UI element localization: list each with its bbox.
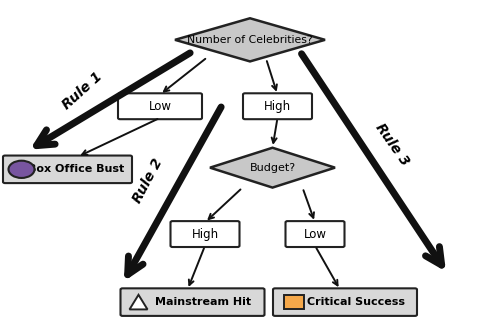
FancyBboxPatch shape <box>118 93 202 119</box>
FancyBboxPatch shape <box>284 295 304 309</box>
Text: Box Office Bust: Box Office Bust <box>28 164 124 174</box>
Text: Rule 3: Rule 3 <box>373 121 412 168</box>
Polygon shape <box>175 18 325 61</box>
FancyBboxPatch shape <box>170 221 239 247</box>
Text: Low: Low <box>304 227 326 241</box>
Text: Critical Success: Critical Success <box>307 297 405 307</box>
Text: High: High <box>264 100 291 113</box>
Text: High: High <box>192 227 218 241</box>
Text: Rule 2: Rule 2 <box>130 156 165 206</box>
Text: Rule 1: Rule 1 <box>60 70 105 113</box>
Text: Mainstream Hit: Mainstream Hit <box>156 297 252 307</box>
Polygon shape <box>210 148 335 188</box>
Text: Number of Celebrities?: Number of Celebrities? <box>187 35 313 45</box>
Polygon shape <box>130 295 148 309</box>
Text: Low: Low <box>148 100 172 113</box>
FancyBboxPatch shape <box>273 288 417 316</box>
FancyBboxPatch shape <box>243 93 312 119</box>
Circle shape <box>8 161 34 178</box>
FancyBboxPatch shape <box>286 221 344 247</box>
Text: Budget?: Budget? <box>250 163 296 173</box>
FancyBboxPatch shape <box>120 288 264 316</box>
FancyBboxPatch shape <box>3 155 132 183</box>
